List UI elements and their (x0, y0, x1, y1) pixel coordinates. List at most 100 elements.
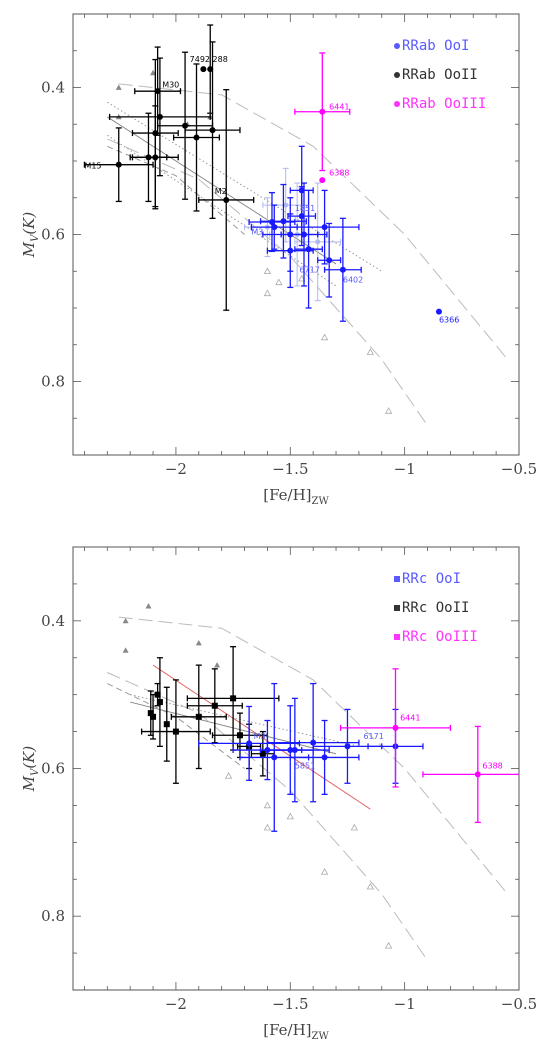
data-point (156, 699, 163, 706)
point-annotation: 6402 (343, 275, 363, 284)
series-rrc-ooi (198, 682, 424, 832)
data-point (344, 743, 351, 750)
legend-label: RRc OoIII (402, 629, 478, 645)
grey-open-triangle (263, 267, 272, 275)
data-point (326, 257, 333, 264)
grey-open-triangle (275, 278, 283, 286)
pale-data-point (283, 202, 289, 208)
data-point (268, 219, 275, 226)
point-annotation: M30 (162, 81, 179, 90)
grey-open-triangle (320, 868, 329, 875)
relation-line-dotted (107, 134, 337, 287)
y-tick-label: 0.4 (41, 612, 65, 630)
legend-label: RRab OoII (402, 67, 478, 83)
data-point (156, 113, 163, 120)
data-point (321, 224, 328, 231)
data-point (280, 218, 287, 225)
y-tick-label: 0.8 (41, 907, 65, 925)
data-point (195, 713, 202, 720)
data-point (474, 771, 481, 778)
plot-area: M3 6171 5851 6441 6388 (107, 603, 519, 961)
grey-open-triangle (263, 289, 272, 297)
legend-marker (394, 576, 400, 582)
point-annotation: 5851 (295, 762, 315, 771)
x-tick-label: −1.5 (272, 460, 308, 478)
data-point (152, 154, 159, 161)
grey-filled-triangle (145, 603, 152, 609)
grey-filled-triangle (214, 662, 221, 668)
x-tick-label: −2 (165, 995, 187, 1013)
data-point (287, 247, 294, 254)
x-axis-label: [Fe/H]ZW (263, 1021, 329, 1042)
grey-filled-triangle (122, 617, 129, 624)
grey-open-triangle (366, 348, 375, 355)
x-tick-label: −2 (165, 460, 187, 478)
legend-marker (394, 634, 400, 640)
data-point (310, 739, 317, 746)
data-point (301, 231, 308, 238)
series-rrc-ooii (140, 646, 280, 784)
legend-label: RRc OoI (402, 571, 461, 587)
grey-open-triangle (366, 882, 375, 890)
data-point (211, 702, 218, 709)
legend-marker (394, 72, 400, 78)
x-tick-label: −1 (394, 460, 416, 478)
grey-open-triangle (263, 823, 272, 831)
x-tick-label: −1 (394, 995, 416, 1013)
legend-marker (394, 101, 400, 107)
grey-open-triangle (263, 801, 272, 809)
point-annotation: M3 (251, 228, 263, 237)
data-point (246, 740, 253, 747)
data-point (319, 177, 326, 184)
plot-area: 7492 288 M30 M15 M2 6441 6388 1851 M3 6717 6402 636… (83, 24, 508, 426)
grey-filled-triangle (195, 639, 202, 646)
point-annotation: M15 (84, 161, 101, 170)
data-point (230, 695, 237, 702)
relation-line-longdash (107, 138, 428, 426)
grey-open-triangle (320, 333, 329, 341)
grey-open-triangle (384, 407, 393, 414)
point-annotation: 7492 (190, 55, 210, 64)
data-point (305, 246, 312, 253)
grey-open-triangle (350, 823, 359, 831)
point-annotation: 6441 (329, 103, 349, 112)
y-tick-label: 0.6 (41, 226, 65, 244)
panel-2: −2 −1.5 −1 −0.5 0.4 0.6 0.8 [Fe/H]ZW MV(K) M3 6171… (20, 546, 537, 1042)
data-point (259, 750, 266, 757)
x-axis-label: [Fe/H]ZW (263, 486, 329, 507)
data-point (236, 732, 243, 739)
series-rrab-ooii (83, 24, 255, 311)
data-point (150, 713, 157, 720)
legend-marker (394, 43, 400, 49)
relation-line-dash (107, 683, 245, 769)
relation-line-solid (152, 664, 371, 810)
grey-open-triangle (286, 812, 294, 820)
grey-filled-triangle (122, 647, 129, 653)
data-point (207, 66, 214, 73)
data-point (435, 308, 442, 315)
data-point (182, 122, 189, 129)
grey-open-triangle (298, 274, 306, 282)
point-annotation: 1851 (295, 204, 315, 213)
point-annotation: 6388 (329, 169, 349, 178)
panel-1: −2 −1.5 −1 −0.5 0.4 0.6 0.8 [Fe/H]ZW MV(K) 7492 28… (20, 13, 537, 507)
point-annotation: 6171 (363, 732, 383, 741)
y-tick-label: 0.6 (41, 760, 65, 778)
data-point (271, 754, 278, 761)
data-point (163, 721, 170, 728)
legend-label: RRc OoII (402, 600, 469, 616)
data-point (392, 724, 399, 731)
data-point (209, 127, 216, 134)
grey-open-triangle (384, 941, 393, 949)
legend-label: RRab OoIII (402, 96, 486, 112)
data-point (271, 224, 278, 231)
grey-filled-triangle (150, 69, 157, 76)
relation-line-dotted (130, 694, 360, 747)
data-point (193, 134, 200, 141)
point-annotation: 6717 (299, 266, 319, 275)
relation-line-solid (107, 116, 337, 265)
data-point (154, 691, 161, 698)
point-annotation: M2 (215, 187, 227, 196)
data-point (223, 196, 230, 203)
legend-label: RRab OoI (402, 38, 469, 54)
